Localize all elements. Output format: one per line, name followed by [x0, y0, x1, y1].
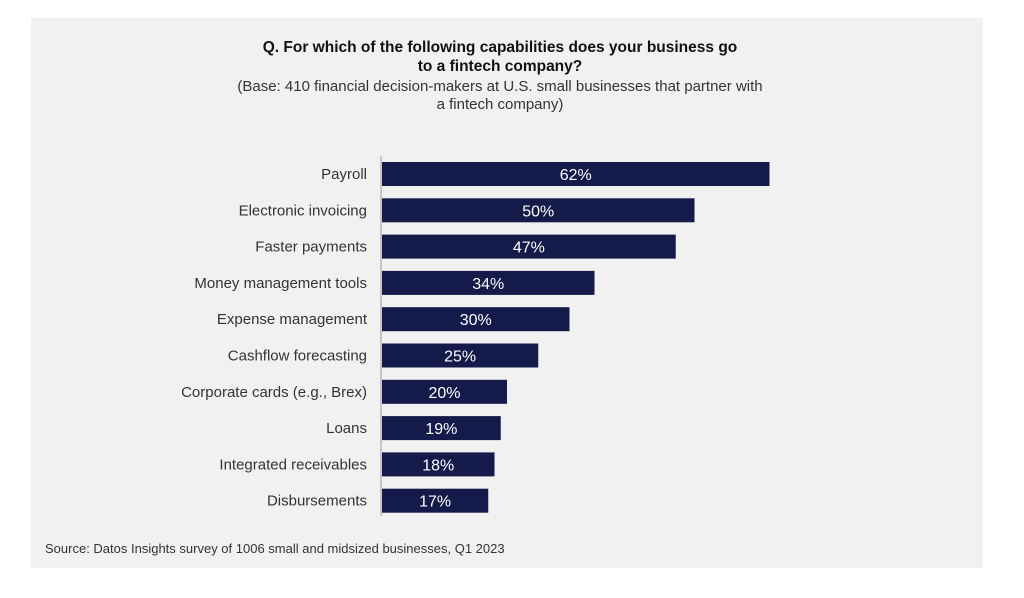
data-label: 50%	[522, 203, 554, 220]
data-label: 19%	[425, 421, 457, 438]
category-label: Expense management	[217, 311, 368, 328]
category-label: Disbursements	[267, 493, 367, 510]
bar	[382, 162, 770, 186]
data-label: 62%	[560, 167, 592, 184]
chart-subtitle-line-1: (Base: 410 financial decision-makers at …	[237, 78, 763, 95]
bar	[382, 307, 570, 332]
source-note: Source: Datos Insights survey of 1006 sm…	[45, 541, 505, 556]
category-label: Payroll	[321, 166, 367, 183]
data-label: 34%	[472, 276, 504, 293]
data-label: 30%	[460, 312, 492, 329]
category-label: Cashflow forecasting	[228, 348, 367, 365]
category-label: Electronic invoicing	[239, 202, 367, 219]
category-label: Faster payments	[255, 239, 367, 256]
bar	[382, 198, 695, 223]
category-label: Loans	[326, 420, 367, 437]
data-label: 25%	[444, 349, 476, 366]
bar	[382, 343, 539, 368]
category-label: Corporate cards (e.g., Brex)	[181, 384, 367, 401]
chart-title-line-1: Q. For which of the following capabiliti…	[262, 39, 738, 56]
bar	[382, 452, 495, 477]
category-label: Money management tools	[194, 275, 367, 292]
data-label: 18%	[422, 457, 454, 474]
data-label: 47%	[513, 240, 545, 257]
chart-title-line-2: to a fintech company?	[417, 58, 583, 75]
data-label: 20%	[428, 385, 460, 402]
chart-subtitle-line-2: a fintech company)	[436, 96, 564, 113]
bar	[382, 416, 501, 441]
bar	[382, 488, 489, 513]
category-label: Integrated receivables	[219, 456, 367, 473]
bar	[382, 234, 676, 259]
data-label: 17%	[419, 494, 451, 511]
bar	[382, 379, 507, 404]
bar	[382, 270, 595, 295]
